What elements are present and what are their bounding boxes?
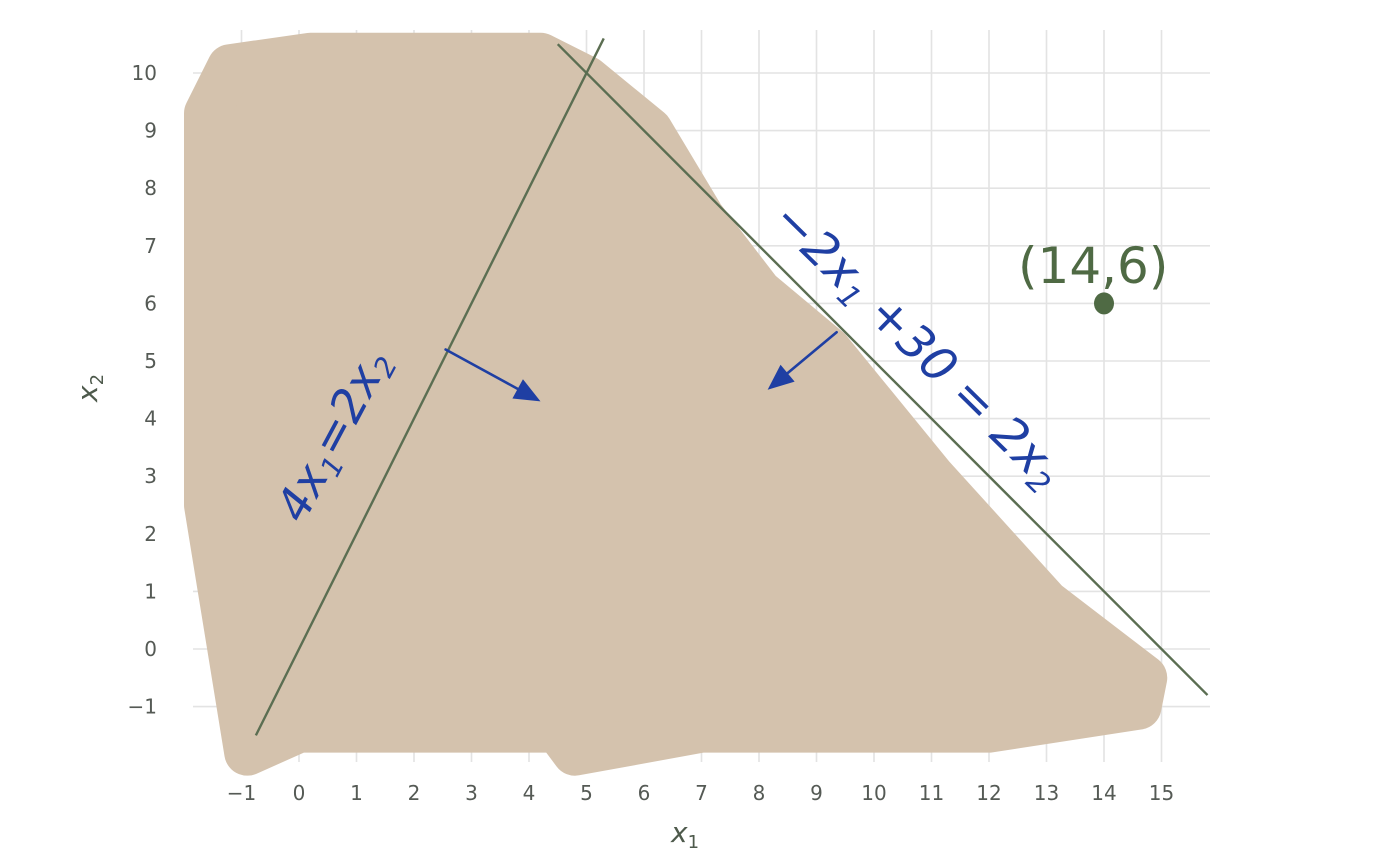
- direction-arrows: [444, 330, 838, 402]
- x-tick-labels: −1 0 1 2 3 4 5 6 7 8 9 10 11 12 13 14 15: [227, 781, 1174, 805]
- x-tick-label: 8: [753, 781, 766, 805]
- x-tick-label: 5: [580, 781, 593, 805]
- y-tick-label: 9: [144, 119, 157, 143]
- x-tick-label: 12: [976, 781, 1001, 805]
- x-tick-label: 1: [350, 781, 363, 805]
- y-tick-label: 4: [144, 407, 157, 431]
- x-tick-label: 9: [810, 781, 823, 805]
- x-tick-label: 4: [523, 781, 536, 805]
- x-tick-label: 6: [638, 781, 651, 805]
- x-tick-label: 7: [695, 781, 708, 805]
- y-tick-label: −1: [128, 695, 157, 719]
- constraint-line-1: [254, 37, 605, 736]
- y-tick-label: 3: [144, 464, 157, 488]
- x-tick-label: 11: [919, 781, 944, 805]
- y-tick-label: 2: [144, 522, 157, 546]
- y-tick-label: 8: [144, 176, 157, 200]
- x-tick-label: 2: [408, 781, 421, 805]
- x-tick-label: 0: [293, 781, 306, 805]
- y-tick-label: 1: [144, 579, 157, 603]
- y-tick-label: 0: [144, 637, 157, 661]
- arrow-shaft-1: [444, 348, 519, 391]
- point-label: (14,6): [1018, 237, 1168, 295]
- y-tick-label: 10: [132, 61, 157, 85]
- y-tick-label: 6: [144, 291, 157, 315]
- arrow-head-1: [512, 379, 541, 402]
- x-tick-label: 10: [861, 781, 886, 805]
- x-tick-label: 3: [465, 781, 478, 805]
- point-14-6: [1094, 292, 1114, 315]
- feasible-region: [184, 32, 1168, 776]
- shaded-region: [184, 32, 1168, 776]
- y-tick-label: 7: [144, 234, 157, 258]
- constraint-lines: [254, 37, 1209, 736]
- x-tick-label: −1: [227, 781, 256, 805]
- constraint-line-2: [556, 43, 1209, 696]
- x-tick-label: 15: [1149, 781, 1174, 805]
- y-tick-labels: −1 0 1 2 3 4 5 6 7 8 9 10: [128, 61, 157, 719]
- arrow-head-2: [767, 364, 795, 390]
- arrow-shaft-2: [786, 330, 838, 375]
- data-point: [1094, 292, 1114, 315]
- x-tick-label: 14: [1091, 781, 1116, 805]
- x-axis-label: x1: [670, 816, 699, 853]
- y-axis-label: x2: [71, 374, 108, 403]
- y-tick-label: 5: [144, 349, 157, 373]
- x-tick-label: 13: [1034, 781, 1059, 805]
